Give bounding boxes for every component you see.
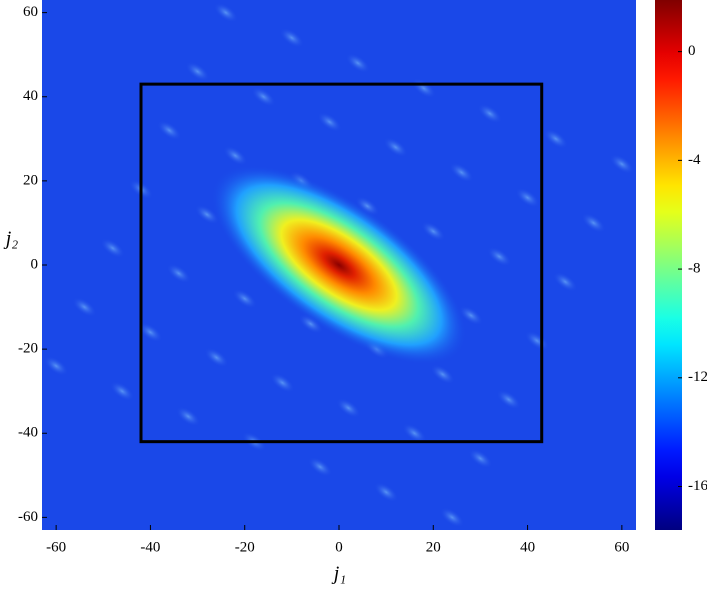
- heatmap-spot: [204, 347, 229, 368]
- heatmap-spot: [345, 53, 371, 73]
- heatmap-spot: [336, 398, 361, 418]
- y-tick-label: 40: [23, 88, 38, 104]
- colorbar-tick-label: -4: [688, 152, 701, 168]
- heatmap-spot: [477, 103, 503, 124]
- heatmap-spot: [458, 305, 484, 326]
- heatmap-spot: [72, 297, 97, 317]
- heatmap-spot: [138, 322, 163, 343]
- heatmap-spot: [223, 145, 248, 166]
- heatmap-spot: [543, 128, 569, 149]
- colorbar-tick-label: -12: [688, 369, 707, 385]
- colorbar-tick-label: -16: [688, 478, 707, 494]
- heatmap-spot: [109, 381, 135, 402]
- y-tick-label: 20: [23, 172, 38, 188]
- heatmap-spot: [194, 204, 220, 225]
- heatmap-spot: [609, 154, 635, 174]
- heatmap-spot: [355, 196, 380, 216]
- heatmap-spot: [439, 507, 465, 528]
- heatmap-spot: [515, 187, 540, 208]
- y-axis-label: j₂: [3, 228, 19, 250]
- x-tick-label: 20: [426, 539, 441, 555]
- heatmap-spot: [581, 213, 606, 233]
- x-tick-label: -40: [140, 539, 160, 555]
- heatmap-spot: [298, 314, 323, 334]
- y-tick-label: -40: [18, 425, 38, 441]
- heatmap-spot: [43, 356, 69, 376]
- heatmap-spot: [157, 120, 182, 141]
- heatmap-spot: [317, 112, 342, 132]
- heatmap-spot: [307, 457, 333, 477]
- heatmap-spot: [468, 448, 493, 469]
- heatmap-spot: [402, 423, 427, 444]
- y-tick-label: -20: [18, 341, 38, 357]
- y-tick-label: 0: [31, 256, 39, 272]
- x-tick-label: 60: [614, 539, 629, 555]
- heatmap-spot: [251, 86, 276, 107]
- heatmap-spot: [553, 271, 578, 292]
- colorbar: [655, 0, 682, 530]
- y-tick-label: 60: [23, 4, 38, 20]
- x-axis-label: j₁: [331, 563, 347, 585]
- y-tick-label: -60: [18, 509, 38, 525]
- colorbar-tick-label: -8: [688, 261, 701, 277]
- x-tick-label: 0: [335, 539, 343, 555]
- x-tick-label: -20: [235, 539, 255, 555]
- heatmap-spot: [213, 2, 239, 23]
- x-tick-label: -60: [46, 539, 66, 555]
- heatmap-spot: [100, 238, 125, 259]
- heatmap-spot: [270, 372, 295, 393]
- heatmap-spot: [185, 61, 210, 82]
- heatmap-spot: [175, 406, 201, 427]
- heatmap-peak: [211, 165, 467, 365]
- heatmap-spot: [496, 389, 521, 410]
- colorbar-tick-label: 0: [688, 43, 696, 59]
- heatmap-field: [42, 0, 636, 530]
- heatmap-spot: [383, 137, 408, 158]
- heatmap-spot: [232, 288, 257, 309]
- x-tick-label: 40: [520, 539, 535, 555]
- heatmap-spot: [449, 162, 474, 183]
- box: [139, 82, 544, 444]
- heatmap-spot: [487, 246, 512, 267]
- heatmap-spot: [166, 263, 191, 284]
- heatmap-spot: [430, 364, 455, 385]
- heatmap-spot: [421, 221, 446, 242]
- heatmap-spot: [279, 27, 305, 48]
- heatmap-spot: [373, 482, 399, 503]
